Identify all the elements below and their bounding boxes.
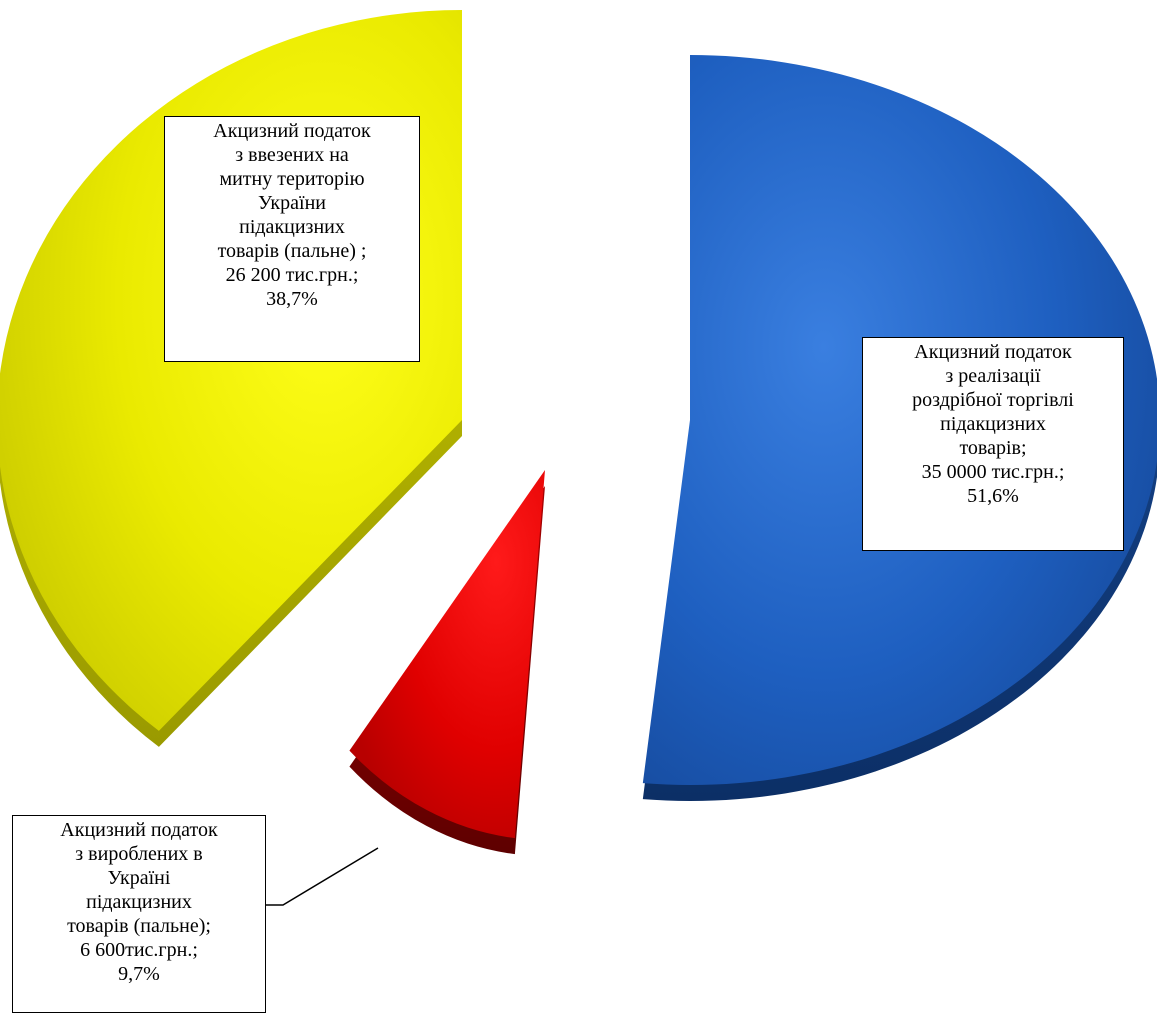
leader-line-red bbox=[266, 848, 378, 905]
data-label-domestic-fuel: Акцизний податок з вироблених в Україні … bbox=[12, 815, 266, 1013]
data-label-imported-fuel: Акцизний податок з ввезених на митну тер… bbox=[164, 116, 420, 362]
data-label-retail: Акцизний податок з реалізації роздрібної… bbox=[862, 337, 1124, 551]
